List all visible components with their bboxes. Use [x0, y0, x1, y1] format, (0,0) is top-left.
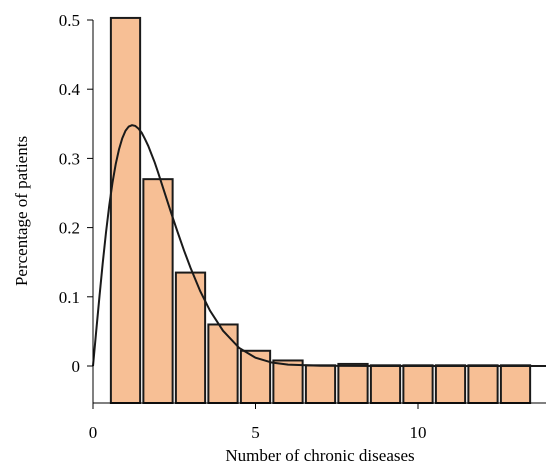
bar-4 [207, 323, 239, 405]
y-tick-label: 0.1 [59, 288, 80, 307]
y-tick-label: 0 [72, 357, 81, 376]
bar-6 [272, 359, 304, 404]
bar-10 [402, 364, 434, 405]
fit-curve [92, 124, 546, 367]
y-tick-label: 0.2 [59, 219, 80, 238]
bars-layer [109, 16, 532, 405]
bar-11 [434, 364, 467, 405]
bar-2 [142, 178, 174, 404]
y-tick-label: 0.3 [59, 149, 80, 168]
bar-1 [109, 16, 142, 404]
x-tick-label: 0 [89, 423, 98, 442]
x-tick-label: 5 [251, 423, 260, 442]
y-tick-label: 0.4 [59, 80, 81, 99]
x-axis-title: Number of chronic diseases [225, 446, 414, 465]
x-tick-label: 10 [410, 423, 427, 442]
bar-8 [337, 362, 369, 405]
axes-layer [92, 20, 546, 404]
y-tick-label: 0.5 [59, 11, 80, 30]
bar-9 [369, 364, 402, 405]
bar-12 [467, 364, 499, 405]
bar-7 [304, 364, 337, 405]
bar-13 [499, 364, 532, 405]
ticks-layer: 0 0.1 0.2 0.3 0.4 0.5 0 5 10 [59, 11, 427, 442]
y-axis-title: Percentage of patients [12, 136, 31, 286]
